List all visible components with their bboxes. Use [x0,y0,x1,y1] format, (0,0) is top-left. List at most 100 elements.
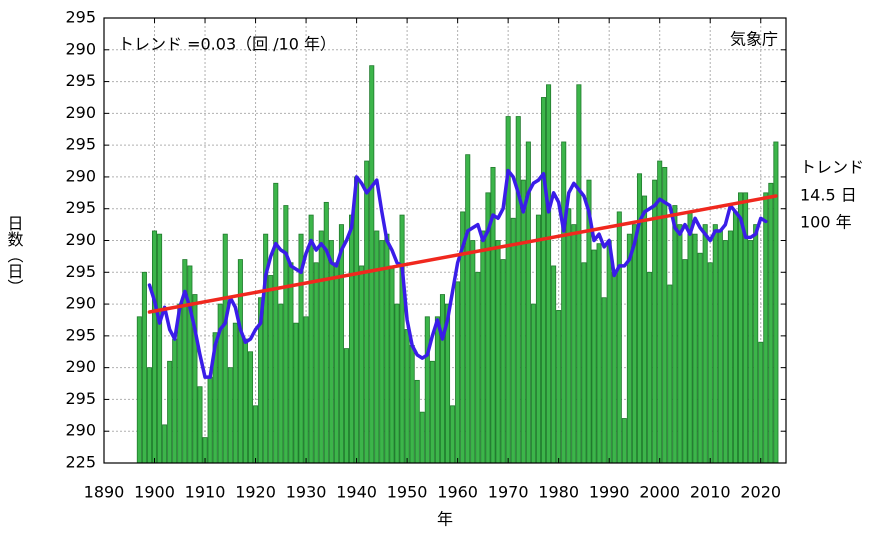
bar [576,84,582,464]
x-tick-label: 2020 [740,483,781,502]
bar [662,166,668,464]
bar [424,316,430,464]
y-tick-label: 290 [65,103,96,122]
bar [768,182,774,464]
bar [546,84,552,464]
y-tick-label: 225 [65,453,96,472]
bar [283,205,289,464]
line [147,168,768,379]
bar [667,284,673,464]
bar [510,217,516,464]
bar [581,262,587,464]
x-tick-label: 1950 [387,483,428,502]
bar [551,265,557,464]
x-tick-label: 1990 [589,483,630,502]
bar [333,262,339,464]
trend-label: トレンド [800,158,864,177]
bar [621,418,627,464]
bar [308,214,314,464]
bar [505,116,511,464]
bar [732,211,739,464]
bar [359,265,365,464]
bar [626,233,632,464]
bar [571,224,577,464]
x-tick-label: 1910 [185,483,226,502]
bar [247,351,254,464]
bar [712,224,718,464]
y-tick-label: 295 [65,389,96,408]
bar [157,233,163,464]
bar [364,160,370,464]
bar [601,297,607,464]
bar [439,294,445,464]
bar [535,214,541,464]
bar [748,240,754,464]
bar [540,97,547,464]
bar [379,240,385,464]
bar [495,240,501,464]
bar [414,379,420,464]
bar [722,240,728,464]
y-tick-label: 290 [65,421,96,440]
bar [278,303,284,464]
bar [394,303,400,464]
bar [162,424,168,464]
bar [611,271,617,464]
bar [136,316,142,464]
bar [470,240,476,464]
bar [404,329,410,464]
bar [591,249,597,464]
bar [682,259,688,464]
bar [450,405,456,464]
bar [702,224,708,464]
bar [207,376,213,464]
bar [455,281,461,464]
bar [323,201,329,464]
bar [475,271,481,464]
trend-annotation: トレンド =0.03（回 /10 年） [118,35,336,54]
bar [556,310,562,464]
x-tick-label: 1900 [134,483,175,502]
x-tick-label: 1940 [336,483,377,502]
bar [480,230,486,464]
bar [343,348,350,464]
bar [187,265,193,464]
x-tick-label: 1970 [488,483,529,502]
bar [237,259,243,464]
bar [349,214,355,464]
y-tick-label: 290 [65,357,96,376]
y-tick-label: 295 [65,71,96,90]
bar [167,360,173,464]
bar [434,316,440,464]
bar [515,116,521,464]
bar [222,233,228,464]
bar [753,224,759,464]
bar [429,360,435,464]
bar [647,271,653,464]
bar [763,192,769,464]
bar [389,265,395,464]
bar [616,211,622,464]
x-tick-label: 1960 [437,483,478,502]
bar [717,230,723,464]
x-axis-label: 年 [437,510,453,529]
x-tick-label: 2010 [690,483,731,502]
bar [773,141,779,464]
x-tick-label: 2000 [639,483,680,502]
bar [419,411,425,464]
x-tick-label: 1920 [235,483,276,502]
bar [354,176,360,464]
line [147,194,778,314]
bar [151,230,158,464]
y-tick-label: 295 [65,8,96,27]
bar [707,262,713,464]
bar [409,344,415,464]
y-tick-label: 290 [65,294,96,313]
bar [727,230,733,464]
bar [672,205,678,464]
bar [197,386,203,464]
bar [652,179,658,464]
source-annotation: 気象庁 [730,30,778,49]
bar [530,303,536,464]
bar [242,338,248,464]
